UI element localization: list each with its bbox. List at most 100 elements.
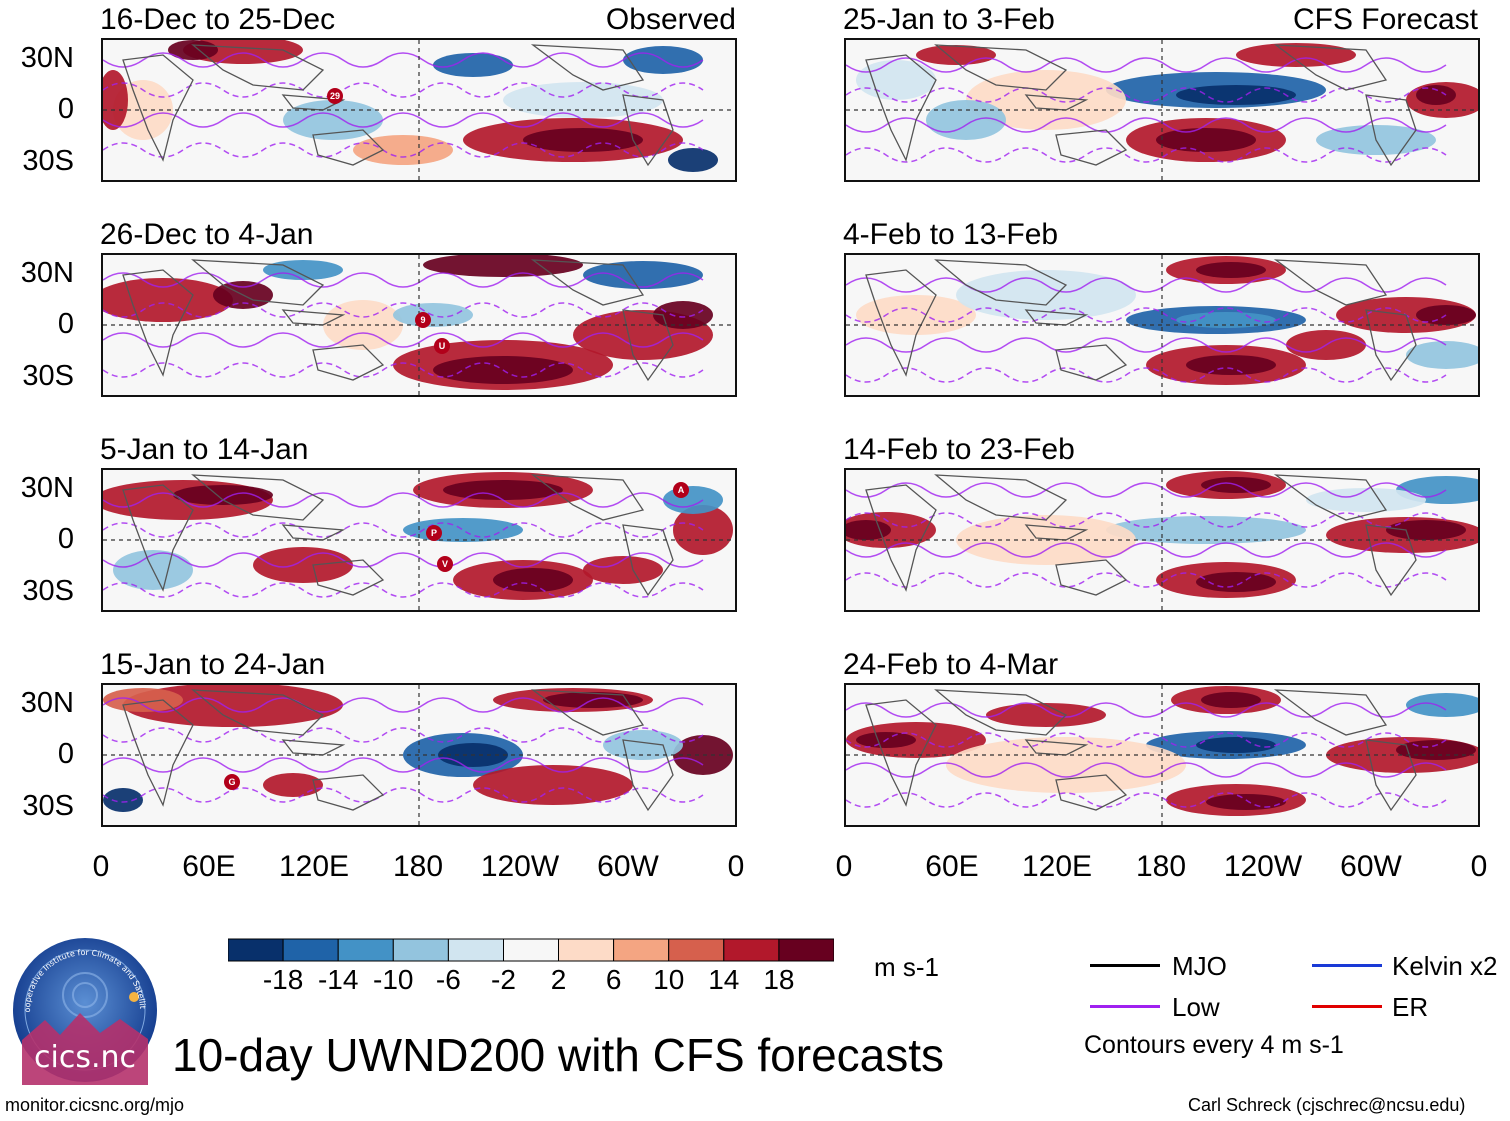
anomaly-region (603, 730, 683, 760)
legend-line-low (1090, 1005, 1160, 1008)
storm-marker: G (224, 774, 240, 790)
colorbar-swatch (228, 938, 284, 962)
x-label: 120W (480, 850, 560, 883)
coastline (1365, 309, 1417, 382)
contour-line (103, 757, 704, 773)
coastline (191, 474, 325, 521)
anomaly-region (353, 135, 453, 165)
contour-line (103, 582, 704, 598)
coastline (934, 259, 1068, 306)
anomaly-region (668, 148, 718, 172)
storm-marker: 9 (415, 312, 431, 328)
anomaly-region (583, 556, 663, 584)
colorbar-swatch (668, 938, 725, 962)
legend-line-mjo (1090, 964, 1160, 967)
anomaly-region (263, 773, 323, 797)
anomaly-map (846, 255, 1478, 395)
anomaly-region (443, 480, 563, 500)
contour-line (846, 337, 1447, 353)
y-label-eq: 0 (57, 738, 74, 770)
anomaly-region (966, 70, 1126, 130)
anomaly-region (1156, 128, 1256, 152)
coastline (622, 94, 674, 167)
map-panel-right-3 (844, 468, 1480, 612)
coastline (191, 689, 325, 736)
anomaly-region (1106, 516, 1306, 544)
colorbar-label: 10 (653, 964, 685, 995)
anomaly-region (583, 261, 703, 289)
anomaly-region (1176, 85, 1296, 105)
coastline (622, 524, 674, 597)
legend-label-er: ER (1392, 992, 1429, 1022)
x-label: 60W (1340, 850, 1402, 883)
map-panel-right-4 (844, 683, 1480, 827)
colorbar-label: -18 (262, 964, 304, 995)
panel-title-right-2: 4-Feb to 13-Feb (843, 218, 1059, 251)
coastline (865, 699, 937, 807)
map-panel-right-1 (844, 38, 1480, 182)
coastline (1273, 474, 1388, 521)
panel-title-right-4: 24-Feb to 4-Mar (843, 648, 1059, 681)
colorbar-units: m s-1 (874, 952, 939, 982)
y-label-30s: 30S (22, 575, 74, 607)
x-label: 180 (1135, 850, 1187, 883)
logo-text: cics.nc (34, 1040, 136, 1075)
y-label-30s: 30S (22, 145, 74, 177)
colorbar-swatch (778, 938, 834, 962)
anomaly-region (433, 356, 573, 384)
colorbar-swatch (503, 938, 560, 962)
coastline (934, 44, 1068, 91)
contour-line (103, 332, 704, 348)
anomaly-region (1186, 355, 1276, 375)
anomaly-region (653, 301, 713, 329)
colorbar-label: -14 (317, 964, 359, 995)
anomaly-region (433, 53, 513, 77)
colorbar-label: -6 (435, 964, 461, 995)
x-label: 60W (597, 850, 659, 883)
observed-label: Observed (605, 3, 736, 36)
legend-line-er (1312, 1005, 1382, 1008)
anomaly-region (173, 485, 273, 505)
coastline (530, 44, 645, 91)
contour-line (846, 307, 1447, 323)
storm-marker: U (434, 338, 450, 354)
contour-line (846, 512, 1447, 528)
legend-label-low: Low (1172, 992, 1220, 1022)
anomaly-region (473, 765, 633, 805)
x-label: 60E (925, 850, 979, 883)
cics-logo: Cooperative Institute for Climate and Sa… (10, 935, 157, 1085)
x-label: 180 (392, 850, 444, 883)
coastline (530, 689, 645, 736)
contour-line (846, 147, 1447, 163)
source-url[interactable]: monitor.cicsnc.org/mjo (5, 1095, 185, 1115)
coastline (1273, 44, 1388, 91)
contour-line (103, 522, 704, 538)
coastline (530, 259, 645, 306)
panel-title-right-1: 25-Jan to 3-Feb (843, 3, 1055, 36)
anomaly-region (253, 547, 353, 583)
panel-title-left-1: 16-Dec to 25-Dec (100, 3, 336, 36)
colorbar (228, 938, 834, 962)
map-panel-left-3 (101, 468, 737, 612)
anomaly-region (1386, 520, 1466, 540)
main-title: 10-day UWND200 with CFS forecasts (172, 1029, 945, 1081)
coastline (1365, 94, 1417, 167)
map-panel-right-2 (844, 253, 1480, 397)
coastline (622, 309, 674, 382)
coastline (122, 269, 194, 377)
colorbar-label: 6 (605, 964, 622, 995)
anomaly-region (1206, 794, 1286, 810)
x-label: 120E (278, 850, 350, 883)
coastline (122, 699, 194, 807)
y-label-30s: 30S (22, 790, 74, 822)
coastline (865, 54, 937, 162)
coastline (122, 54, 194, 162)
storm-marker: A (673, 482, 689, 498)
x-label: 0 (835, 850, 853, 883)
contour-line (103, 52, 704, 68)
colorbar-swatch (723, 938, 780, 962)
coastline (1055, 344, 1128, 381)
contour-line (103, 362, 704, 378)
coastline (122, 484, 194, 592)
contour-line (846, 732, 1447, 748)
